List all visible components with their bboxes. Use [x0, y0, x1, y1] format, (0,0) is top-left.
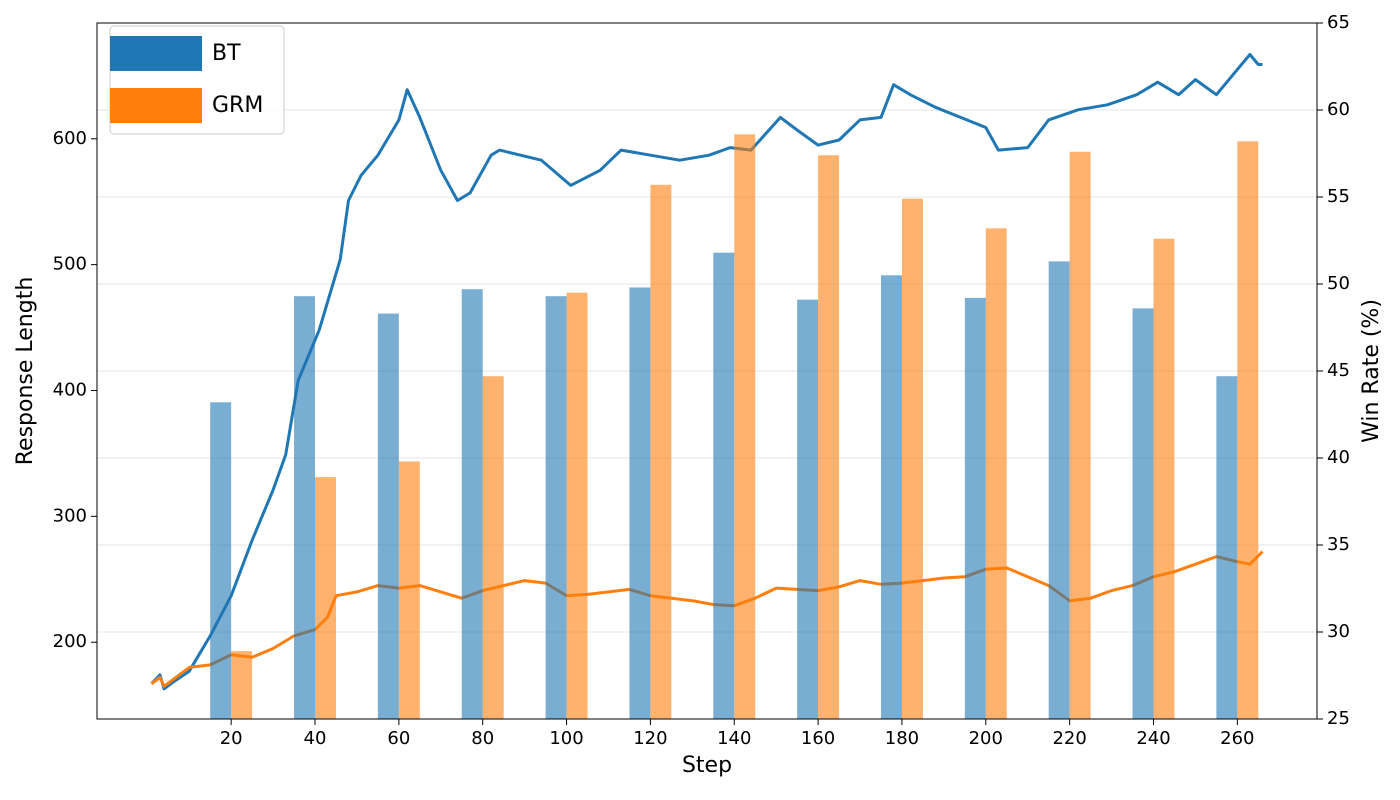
- x-tick-label: 100: [549, 728, 583, 749]
- y-tick-label: 300: [53, 505, 87, 526]
- bar: [231, 651, 253, 719]
- legend: BT GRM: [109, 25, 285, 135]
- bar: [1048, 261, 1070, 719]
- y-tick-label: 600: [53, 128, 87, 149]
- y-axis-title: Response Length: [13, 277, 38, 466]
- y2-tick-label: 65: [1327, 12, 1350, 33]
- bar: [713, 252, 735, 719]
- bar: [1132, 308, 1154, 719]
- bar: [315, 477, 336, 719]
- y2-tick-label: 45: [1327, 360, 1350, 381]
- bar: [797, 299, 819, 719]
- x-tick-label: 120: [633, 728, 667, 749]
- y2-tick-label: 35: [1327, 534, 1350, 555]
- bar: [377, 313, 399, 719]
- y2-tick-label: 30: [1327, 621, 1350, 642]
- y2-tick-label: 50: [1327, 273, 1350, 294]
- bar: [734, 134, 756, 720]
- x-axis-title: Step: [682, 753, 732, 778]
- legend-swatch: [110, 88, 202, 123]
- bar: [1237, 141, 1259, 719]
- bar: [985, 228, 1007, 719]
- bar: [398, 461, 420, 719]
- bar: [1153, 238, 1175, 719]
- legend-text: BT: [212, 41, 241, 66]
- y2-tick-label: 25: [1327, 708, 1350, 729]
- x-tick-label: 240: [1136, 728, 1170, 749]
- bar: [629, 287, 651, 719]
- x-tick-label: 80: [471, 728, 494, 749]
- y-tick-label: 500: [53, 254, 87, 275]
- y2-tick-label: 60: [1327, 99, 1350, 120]
- y2-tick-label: 55: [1327, 186, 1350, 207]
- bar: [210, 402, 232, 719]
- plot-frame: [96, 22, 1318, 720]
- x-tick-label: 260: [1220, 728, 1254, 749]
- line: [150, 53, 1263, 691]
- bar: [818, 155, 840, 720]
- y2-axis-title: Win Rate (%): [1359, 299, 1384, 443]
- legend-text: GRM: [212, 93, 263, 118]
- bar: [545, 296, 567, 719]
- y-tick-label: 200: [53, 631, 87, 652]
- bar: [294, 296, 316, 719]
- bar: [880, 275, 902, 719]
- y2-tick-label: 40: [1327, 447, 1350, 468]
- x-tick-label: 60: [387, 728, 410, 749]
- bar: [964, 297, 986, 719]
- legend-swatch: [110, 36, 202, 71]
- bar: [650, 184, 672, 719]
- x-tick-label: 40: [304, 728, 327, 749]
- x-tick-label: 200: [969, 728, 1003, 749]
- x-tick-label: 140: [717, 728, 751, 749]
- bar: [566, 292, 588, 719]
- bar: [901, 198, 923, 720]
- bar: [1216, 376, 1238, 719]
- x-tick-label: 160: [801, 728, 835, 749]
- bar: [482, 376, 504, 719]
- y-tick-label: 400: [53, 380, 87, 401]
- x-tick-label: 20: [220, 728, 243, 749]
- bar: [1069, 151, 1091, 719]
- bar: [461, 289, 483, 719]
- x-tick-label: 180: [885, 728, 919, 749]
- x-tick-label: 220: [1052, 728, 1086, 749]
